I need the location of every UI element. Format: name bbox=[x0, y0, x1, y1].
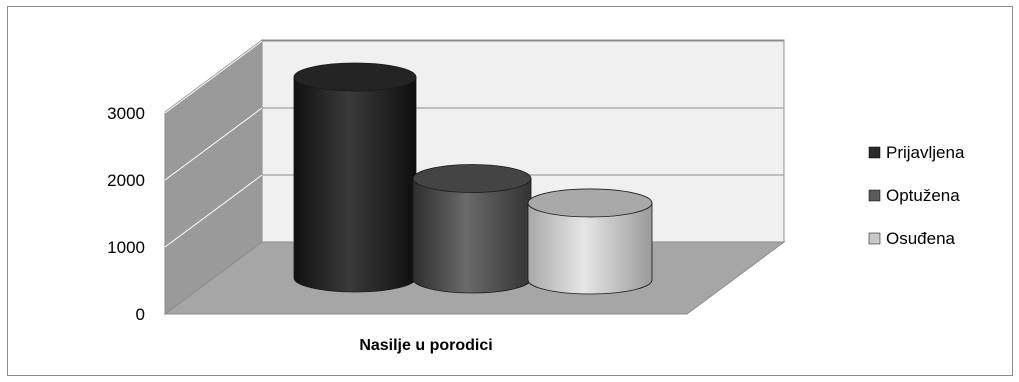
bar-body bbox=[293, 76, 417, 293]
bar-top bbox=[527, 188, 653, 218]
legend-item-osudjena: Osuđena bbox=[868, 229, 956, 248]
y-tick-label: 3000 bbox=[107, 104, 145, 123]
legend-swatch-osudjena bbox=[868, 232, 881, 245]
bar-top bbox=[293, 62, 417, 92]
legend: Prijavljena Optužena Osuđena bbox=[868, 143, 965, 248]
legend-label-prijavljena: Prijavljena bbox=[886, 143, 965, 162]
bar-body bbox=[527, 202, 653, 295]
gridline-side bbox=[164, 107, 263, 181]
legend-item-prijavljena: Prijavljena bbox=[868, 143, 965, 162]
legend-label-osudjena: Osuđena bbox=[886, 229, 956, 248]
bars bbox=[293, 62, 653, 295]
y-tick-label: 2000 bbox=[107, 171, 145, 190]
bar-1 bbox=[293, 62, 417, 293]
bar-2 bbox=[412, 164, 532, 294]
legend-item-optuzena: Optužena bbox=[868, 186, 960, 205]
category-label: Nasilje u porodici bbox=[359, 337, 492, 354]
legend-label-optuzena: Optužena bbox=[886, 186, 960, 205]
bar-top bbox=[412, 164, 532, 193]
legend-swatch-prijavljena bbox=[868, 146, 881, 159]
y-tick-label: 0 bbox=[136, 305, 145, 324]
y-axis-ticks: 0 1000 2000 3000 bbox=[107, 104, 145, 324]
bar-body bbox=[412, 178, 532, 294]
bar-3 bbox=[527, 188, 653, 295]
gridline-side bbox=[164, 174, 263, 248]
gridline-side bbox=[164, 40, 263, 114]
legend-swatch-optuzena bbox=[868, 189, 881, 202]
y-tick-label: 1000 bbox=[107, 238, 145, 257]
